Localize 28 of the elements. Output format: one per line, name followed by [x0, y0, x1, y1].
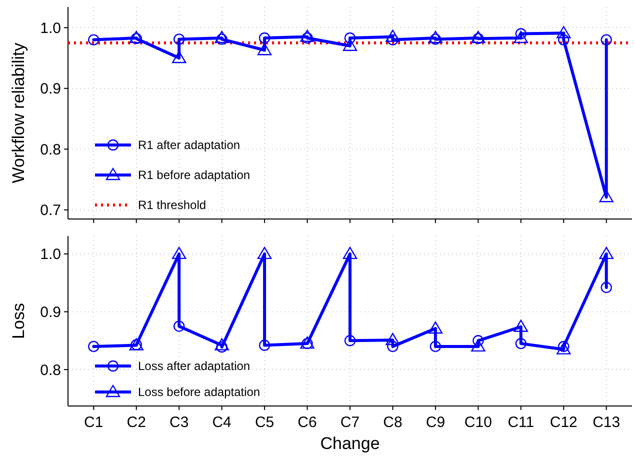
x-tick-label: C9	[426, 414, 446, 431]
x-tick-label: C5	[254, 414, 274, 431]
x-tick-label: C11	[508, 414, 534, 431]
y-axis-title: Workflow reliability	[9, 42, 28, 184]
x-tick-label: C13	[592, 414, 620, 431]
x-tick-label: C2	[126, 414, 146, 431]
x-tick-label: C4	[212, 414, 232, 431]
y-tick-label: 0.9	[40, 80, 61, 98]
legend-label: R1 after adaptation	[138, 138, 240, 152]
x-tick-label: C8	[383, 414, 402, 431]
legend-label: Loss after adaptation	[138, 359, 250, 374]
y-tick-label: 1.0	[40, 246, 61, 264]
y-tick-label: 1.0	[40, 20, 61, 37]
x-tick-label: C10	[464, 414, 492, 431]
legend-label: R1 threshold	[138, 198, 206, 212]
y-tick-label: 0.9	[40, 304, 61, 321]
legend-label: Loss before adaptation	[138, 385, 260, 400]
x-tick-label: C7	[340, 414, 360, 431]
y-tick-label: 0.8	[40, 141, 61, 158]
x-tick-label: C1	[84, 414, 104, 431]
x-axis-title: Change	[320, 434, 380, 453]
x-tick-label: C12	[550, 414, 578, 431]
legend-label: R1 before adaptation	[138, 168, 250, 182]
y-tick-label: 0.7	[40, 202, 61, 220]
y-tick-label: 0.8	[40, 362, 61, 379]
y-axis-title: Loss	[9, 303, 28, 339]
x-tick-label: C6	[298, 414, 317, 431]
x-tick-label: C3	[169, 414, 189, 431]
